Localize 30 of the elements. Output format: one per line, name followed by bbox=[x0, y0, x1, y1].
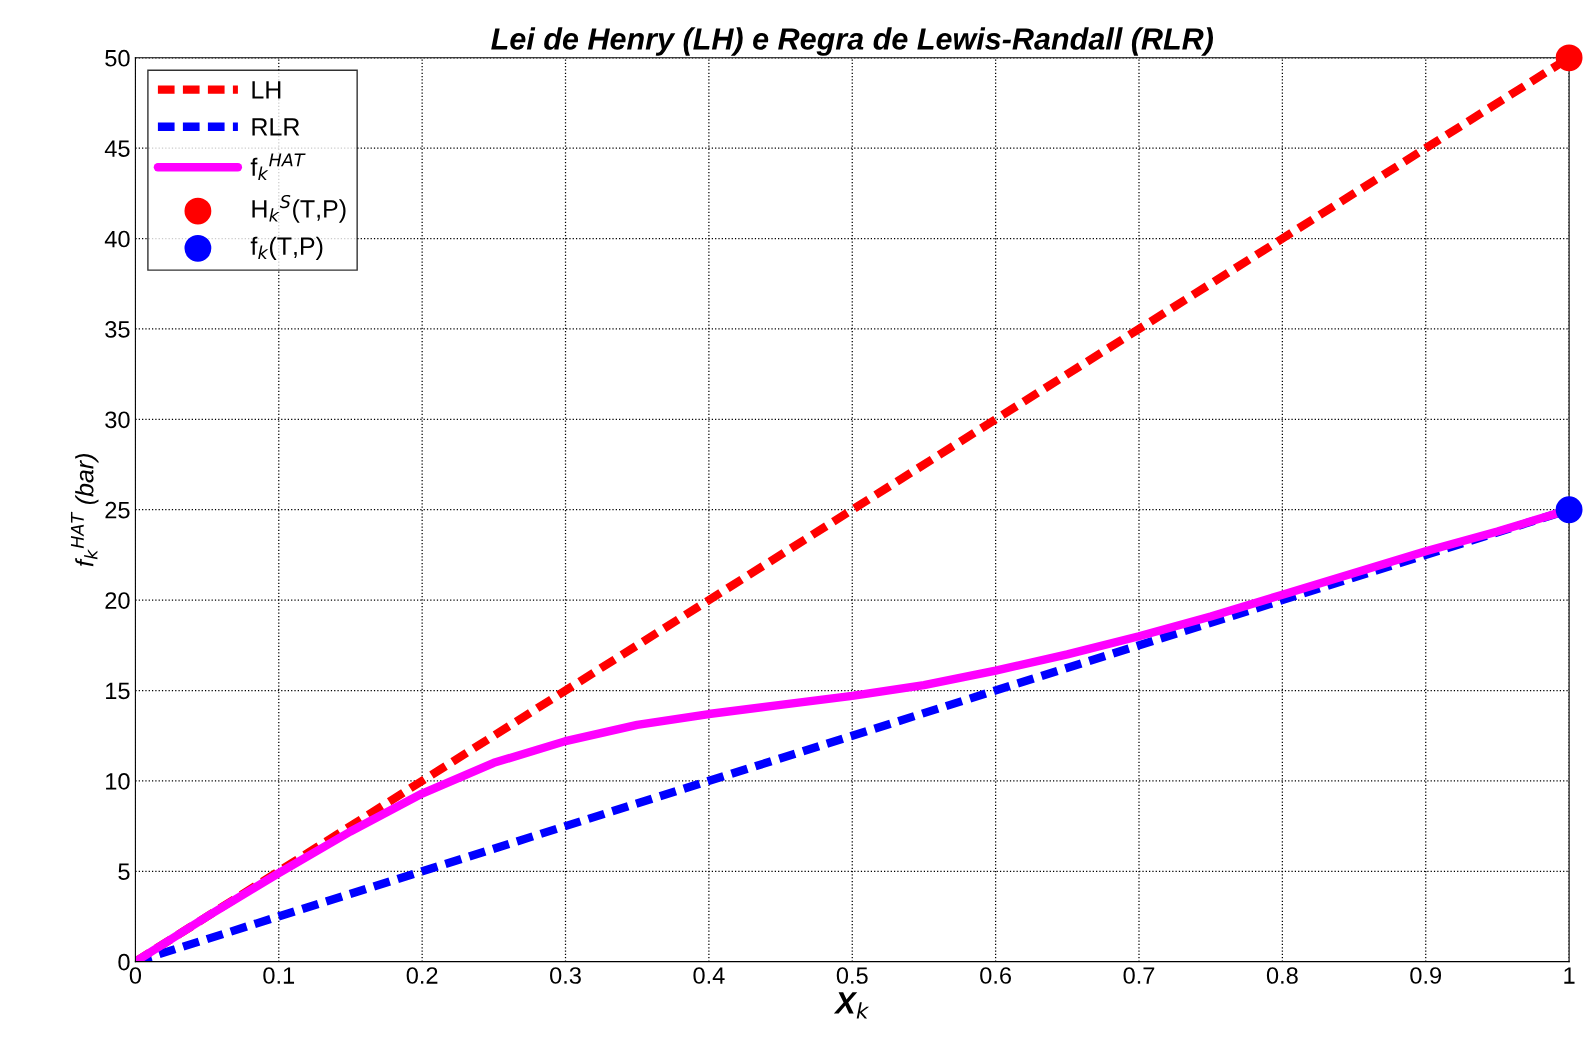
x-tick-label: 0.5 bbox=[836, 967, 868, 984]
y-tick-label: 30 bbox=[105, 411, 130, 429]
y-tick-label: 45 bbox=[104, 140, 130, 157]
y-axis-title: f$_{k}$$^{HAT}$ (bar) bbox=[70, 454, 99, 567]
legend-label: f$_{k}$(T,P) bbox=[250, 236, 323, 260]
x-tick-label: 0.3 bbox=[550, 967, 581, 984]
x-tick-label: 0.7 bbox=[1123, 967, 1155, 984]
x-tick-label: 0.6 bbox=[980, 967, 1011, 984]
y-tick-label: 40 bbox=[104, 230, 130, 248]
y-tick-label: 15 bbox=[106, 682, 130, 700]
x-tick-label: 0.9 bbox=[1410, 967, 1442, 984]
x-tick-label: 0 bbox=[129, 967, 142, 984]
x-axis-title: X$_{k}$ bbox=[833, 992, 870, 1019]
y-tick-label: 25 bbox=[105, 501, 130, 519]
y-tick-label: 50 bbox=[105, 49, 130, 67]
legend-label: LH bbox=[252, 81, 281, 99]
x-tick-label: 0.1 bbox=[263, 967, 295, 984]
y-tick-label: 5 bbox=[118, 863, 130, 881]
chart-title: Lei de Henry (LH) e Regra de Lewis-Randall (RLR) bbox=[491, 27, 1214, 56]
x-tick-label: 0.8 bbox=[1266, 967, 1298, 984]
legend-label: H$_{k}$$^{S}$(T,P) bbox=[252, 194, 346, 223]
y-tick-label: 35 bbox=[105, 321, 130, 338]
y-tick-label: 0 bbox=[118, 953, 130, 971]
y-tick-label: 20 bbox=[105, 592, 130, 609]
x-tick-label: 1 bbox=[1564, 967, 1575, 984]
x-tick-label: 0.2 bbox=[406, 967, 438, 984]
x-tick-label: 0.4 bbox=[693, 967, 725, 984]
y-tick-label: 10 bbox=[106, 772, 130, 790]
legend-label: RLR bbox=[252, 118, 300, 136]
legend-label: f$_{k}$$^{HAT}$ bbox=[250, 153, 306, 180]
